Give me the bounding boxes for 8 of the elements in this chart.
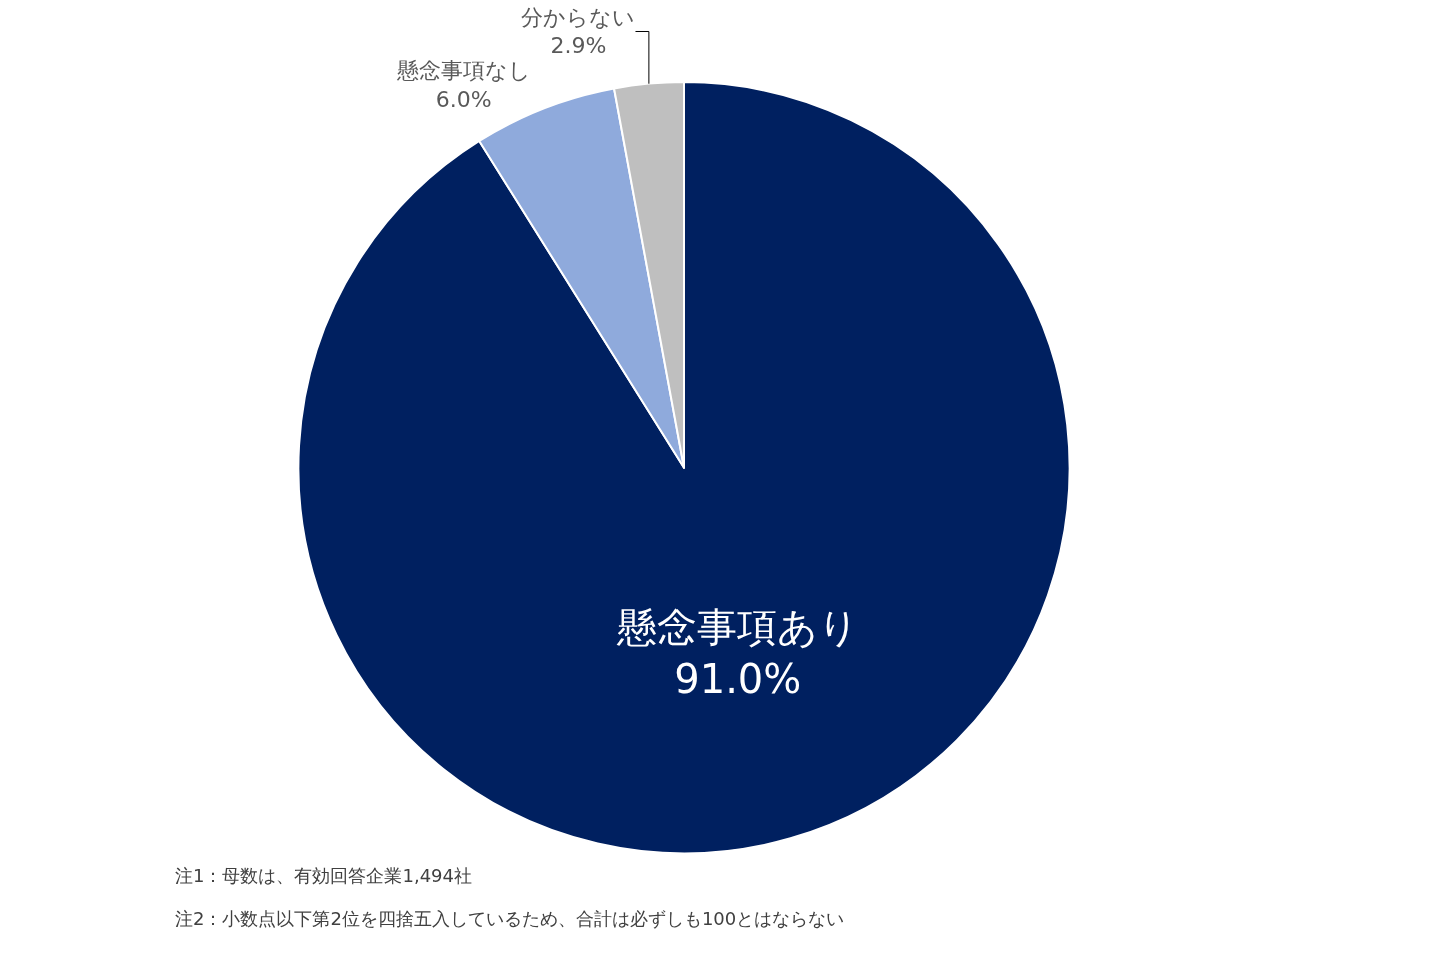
- data-label: 2.9%: [550, 33, 607, 59]
- slice-label: 懸念事項あり: [615, 604, 859, 651]
- data-label: 6.0%: [435, 86, 492, 112]
- slice-label: 懸念事項なし: [395, 58, 531, 84]
- text: 注1：母数は、有効回答企業1,494社: [175, 865, 472, 886]
- text: 注2：小数点以下第2位を四捨五入しているため、合計は必ずしも100とはならない: [175, 908, 845, 929]
- slice-label: 分からない: [521, 4, 636, 30]
- data-label: 91.0%: [674, 656, 802, 703]
